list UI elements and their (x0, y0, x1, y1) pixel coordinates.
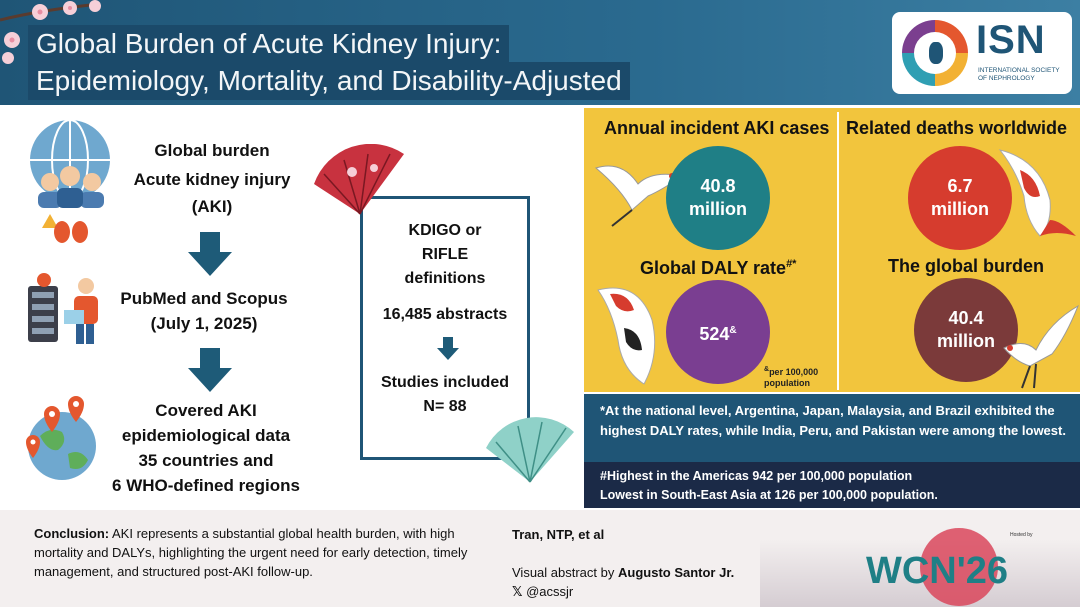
visual-abstract-credit: Visual abstract by Augusto Santor Jr. (512, 565, 735, 580)
global-burden-circle: 40.4 million (914, 278, 1018, 382)
isn-logo-ring-icon (902, 20, 968, 86)
flow-step-coverage: Covered AKI epidemiological data 35 coun… (112, 401, 300, 495)
deaths-circle: 6.7 million (908, 146, 1012, 250)
incident-title: Annual incident AKI cases (604, 118, 830, 138)
arrow-down-icon (437, 337, 459, 361)
screening-box: KDIGO or RIFLE definitions 16,485 abstra… (360, 196, 530, 460)
flow-step-global-burden: Global burden Acute kidney injury (AKI) (133, 141, 291, 216)
page-title-line2: Epidemiology, Mortality, and Disability-… (28, 62, 630, 100)
globe-people-icon (30, 119, 110, 243)
social-handle[interactable]: 𝕏 @acssjr (512, 584, 574, 599)
burden-title: The global burden (888, 256, 1044, 276)
wcn-logo: WCN'26 (866, 550, 1009, 592)
studies-included: Studies included N= 88 (380, 374, 509, 415)
flow-step-database: PubMed and Scopus (July 1, 2025) (120, 289, 288, 333)
isn-logo-subtitle: INTERNATIONAL SOCIETY OF NEPHROLOGY (978, 67, 1060, 82)
author-credit: Tran, NTP, et al (512, 527, 605, 542)
isn-logo: ISN INTERNATIONAL SOCIETY OF NEPHROLOGY (892, 12, 1072, 94)
stats-divider (837, 112, 839, 390)
daly-title: Global DALY rate#* (640, 258, 797, 278)
fan-icon (314, 144, 404, 215)
isn-logo-text: ISN (976, 18, 1046, 62)
x-logo-icon: 𝕏 (512, 584, 523, 599)
conclusion-text: Conclusion: AKI represents a substantial… (34, 526, 468, 579)
arrow-down-icon (188, 232, 232, 278)
koi-fish-icon (998, 149, 1076, 237)
hosted-by-label: Hosted by (1010, 532, 1033, 538)
arrow-down-icon (188, 348, 232, 394)
sun-decoration (920, 528, 998, 606)
daly-footnote: &per 100,000 population (764, 366, 819, 388)
national-note: *At the national level, Argentina, Japan… (584, 394, 1080, 462)
definitions-text: KDIGO or RIFLE definitions (404, 222, 486, 287)
crane-icon (1003, 304, 1079, 389)
fan-icon (486, 417, 574, 483)
cherry-blossom-icon (0, 0, 101, 64)
deaths-title: Related deaths worldwide (846, 118, 1068, 138)
database-computer-icon (28, 273, 98, 344)
daly-rate-circle: 524& (666, 280, 770, 384)
regional-note: #Highest in the Americas 942 per 100,000… (584, 462, 1080, 508)
world-map-pins-icon (26, 396, 96, 480)
koi-fish-icon (597, 287, 656, 385)
abstracts-count: 16,485 abstracts (382, 306, 508, 323)
incident-cases-circle: 40.8 million (666, 146, 770, 250)
page-title-line1: Global Burden of Acute Kidney Injury: (28, 25, 510, 63)
